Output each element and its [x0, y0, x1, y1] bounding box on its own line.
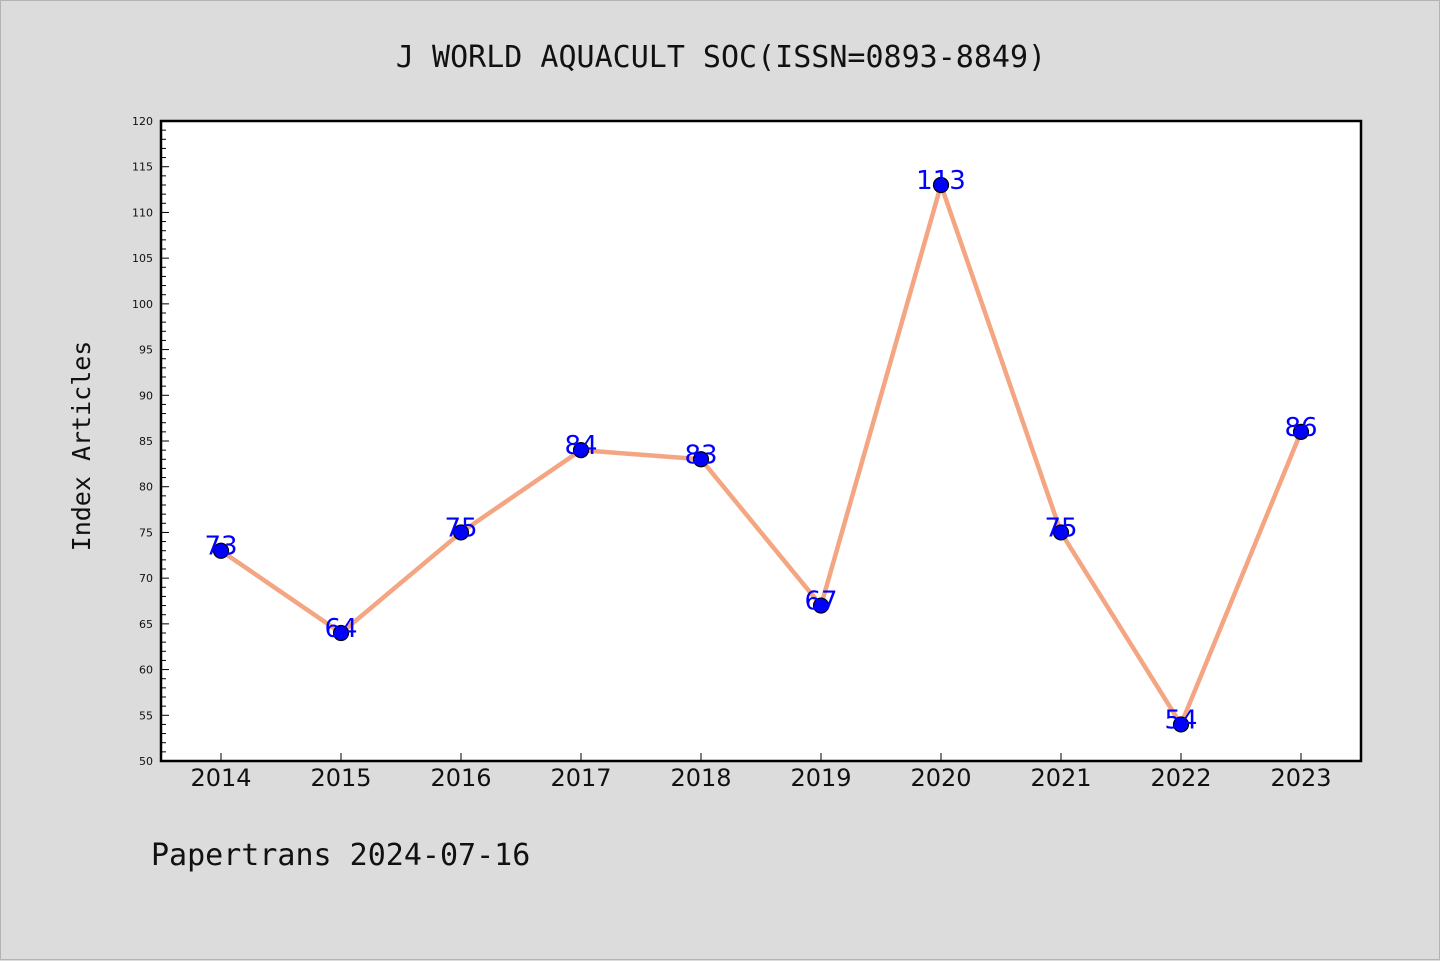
x-tick-label: 2014	[190, 764, 251, 792]
x-tick-label: 2022	[1150, 764, 1211, 792]
y-axis: 50 55 60 65 70 75 80 85 90 95 100 105 110 115 120	[132, 115, 169, 768]
x-tick-label: 2020	[910, 764, 971, 792]
x-tick-label: 2017	[550, 764, 611, 792]
data-label: 75	[1044, 513, 1077, 543]
data-point	[932, 176, 950, 194]
data-point	[692, 451, 710, 468]
data-label: 86	[1284, 413, 1317, 443]
y-tick-label: 70	[139, 572, 153, 585]
data-label: 75	[444, 513, 477, 543]
x-tick-label: 2018	[670, 764, 731, 792]
y-tick-label: 65	[139, 618, 153, 631]
y-tick-label: 95	[139, 344, 153, 357]
data-point	[572, 442, 590, 459]
footer-credit: Papertrans 2024-07-16	[151, 838, 530, 873]
x-tick-label: 2023	[1270, 764, 1331, 792]
y-axis-label: Index Articles	[67, 341, 96, 552]
data-label: 54	[1164, 705, 1197, 735]
y-tick-label: 100	[132, 298, 153, 311]
y-tick-label: 80	[139, 481, 153, 494]
data-label: 73	[204, 532, 237, 562]
data-point	[1052, 524, 1070, 541]
x-tick-label: 2019	[790, 764, 851, 792]
chart-title: J WORLD AQUACULT SOC(ISSN=0893-8849)	[396, 40, 1046, 75]
data-label: 83	[684, 440, 717, 470]
data-label: 84	[564, 431, 597, 461]
data-point	[452, 524, 470, 541]
data-point	[1172, 716, 1190, 733]
y-tick-label: 75	[139, 526, 153, 539]
data-series	[212, 176, 1310, 733]
data-label: 67	[804, 587, 837, 617]
x-tick-label: 2016	[430, 764, 491, 792]
y-tick-label: 120	[132, 115, 153, 128]
y-tick-label: 90	[139, 389, 153, 402]
y-tick-label: 85	[139, 435, 153, 448]
data-point	[812, 597, 830, 614]
data-labels: 73 64 75 84 83 67 113 75 54 86	[204, 166, 1317, 735]
data-point	[212, 542, 230, 559]
data-point	[1292, 423, 1310, 440]
data-label: 64	[324, 614, 357, 644]
x-tick-label: 2021	[1030, 764, 1091, 792]
data-point	[332, 624, 350, 642]
data-label: 113	[916, 166, 966, 196]
y-tick-label: 115	[132, 161, 153, 174]
y-tick-label: 60	[139, 664, 153, 677]
series-line	[218, 182, 1304, 727]
y-tick-label: 55	[139, 709, 153, 722]
plot-area	[159, 119, 1363, 763]
x-tick-label: 2015	[310, 764, 371, 792]
y-tick-label: 110	[132, 206, 153, 219]
x-axis: 2014 2015 2016 2017 2018 2019 2020 2021 2022 2023	[190, 753, 1332, 792]
y-tick-label: 50	[139, 755, 153, 768]
y-tick-label: 105	[132, 252, 153, 265]
